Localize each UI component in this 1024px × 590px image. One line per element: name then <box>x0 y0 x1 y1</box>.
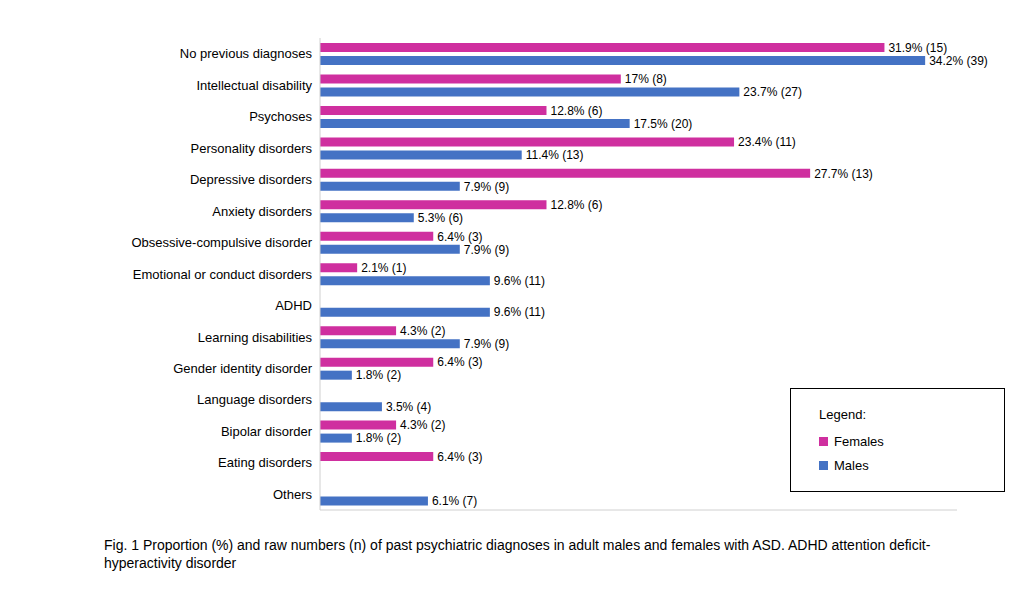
svg-text:1.8% (2): 1.8% (2) <box>356 431 401 445</box>
svg-text:4.3% (2): 4.3% (2) <box>400 418 445 432</box>
svg-text:6.4% (3): 6.4% (3) <box>437 355 482 369</box>
svg-text:17.5% (20): 17.5% (20) <box>634 117 693 131</box>
svg-text:4.3% (2): 4.3% (2) <box>400 324 445 338</box>
svg-text:1.8% (2): 1.8% (2) <box>356 368 401 382</box>
html-text:Legend:: Legend: <box>819 407 866 422</box>
svg-text:3.5% (4): 3.5% (4) <box>386 400 431 414</box>
svg-text:7.9% (9): 7.9% (9) <box>464 243 509 257</box>
svg-text:23.4% (11): 23.4% (11) <box>738 135 796 149</box>
svg-text:7.9% (9): 7.9% (9) <box>464 180 509 194</box>
svg-text:9.6% (11): 9.6% (11) <box>494 305 545 319</box>
svg-text:Learning disabilities: Learning disabilities <box>198 330 313 345</box>
html-text:Fig. 1 Proportion (%) and raw: Fig. 1 Proportion (%) and raw numbers (n… <box>104 537 931 571</box>
svg-text:ADHD: ADHD <box>275 298 312 313</box>
svg-text:17% (8): 17% (8) <box>625 72 667 86</box>
svg-text:34.2% (39): 34.2% (39) <box>929 54 988 68</box>
svg-text:7.9% (9): 7.9% (9) <box>464 337 509 351</box>
svg-text:Obsessive-compulsive disorder: Obsessive-compulsive disorder <box>131 235 312 250</box>
svg-text:5.3% (6): 5.3% (6) <box>418 211 463 225</box>
svg-text:Depressive disorders: Depressive disorders <box>190 172 313 187</box>
svg-text:Gender identity disorder: Gender identity disorder <box>173 361 312 376</box>
svg-text:Language disorders: Language disorders <box>197 392 312 407</box>
svg-text:23.7% (27): 23.7% (27) <box>743 85 802 99</box>
svg-text:No previous diagnoses: No previous diagnoses <box>180 46 313 61</box>
svg-text:27.7% (13): 27.7% (13) <box>814 167 873 181</box>
svg-text:Others: Others <box>273 487 313 502</box>
svg-text:Psychoses: Psychoses <box>249 109 312 124</box>
svg-text:6.4% (3): 6.4% (3) <box>437 450 482 464</box>
html-text:Females: Females <box>834 434 884 449</box>
svg-text:9.6% (11): 9.6% (11) <box>494 274 545 288</box>
svg-text:Eating disorders: Eating disorders <box>218 455 312 470</box>
svg-text:Bipolar disorder: Bipolar disorder <box>221 424 313 439</box>
svg-text:Personality disorders: Personality disorders <box>191 141 313 156</box>
svg-text:Emotional or conduct disorders: Emotional or conduct disorders <box>133 267 313 282</box>
html-text:Males: Males <box>834 458 869 473</box>
svg-text:Anxiety disorders: Anxiety disorders <box>212 204 312 219</box>
svg-text:31.9% (15): 31.9% (15) <box>888 41 947 55</box>
svg-text:2.1% (1): 2.1% (1) <box>361 261 406 275</box>
svg-text:12.8% (6): 12.8% (6) <box>550 104 602 118</box>
svg-text:12.8% (6): 12.8% (6) <box>550 198 602 212</box>
svg-text:11.4% (13): 11.4% (13) <box>526 148 584 162</box>
svg-text:6.4% (3): 6.4% (3) <box>437 230 482 244</box>
svg-text:Intellectual disability: Intellectual disability <box>196 78 312 93</box>
svg-text:6.1% (7): 6.1% (7) <box>432 494 477 508</box>
